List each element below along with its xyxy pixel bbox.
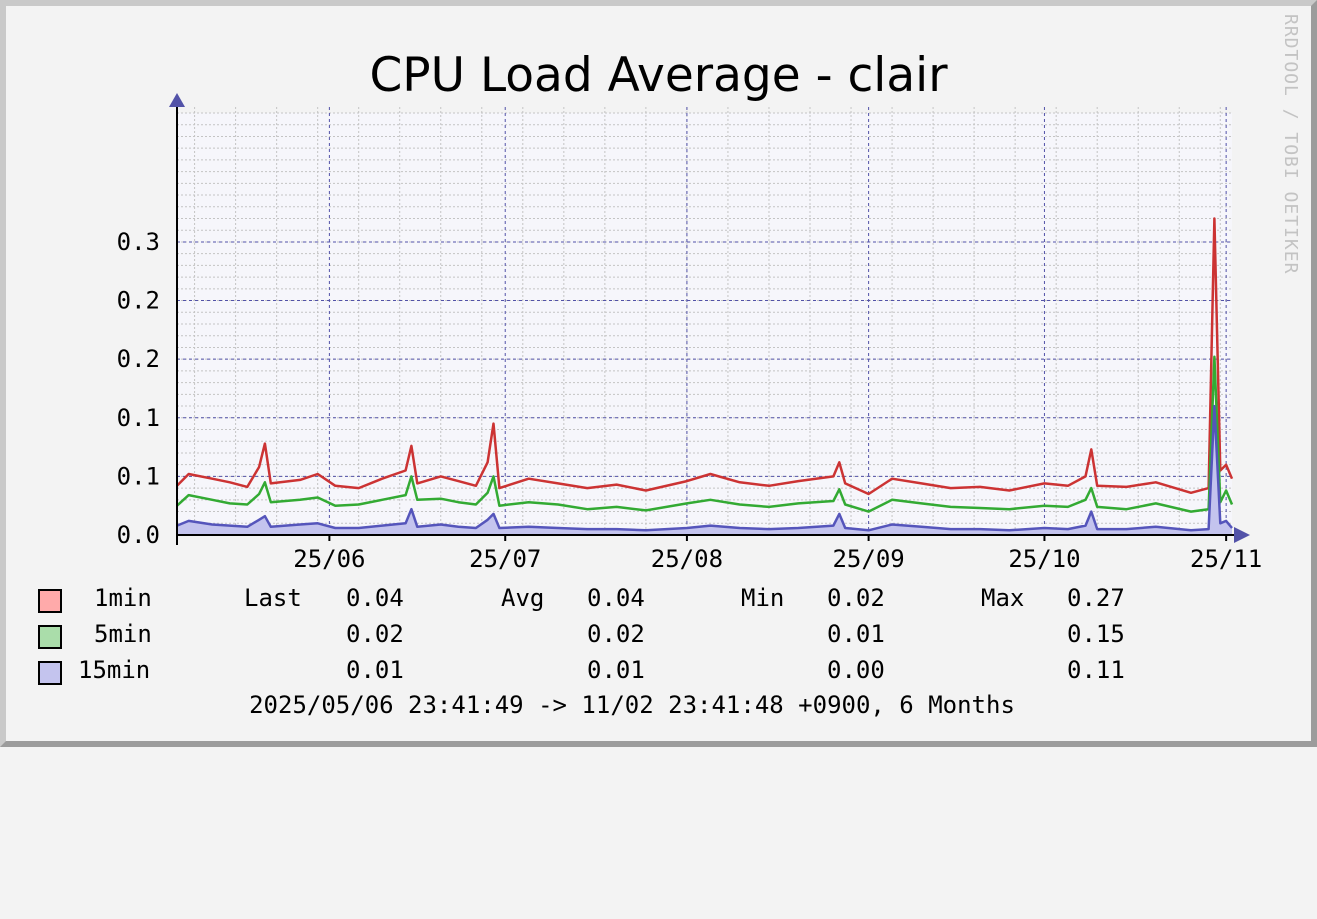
x-tick-label: 25/08: [651, 545, 723, 573]
time-range-footer: 2025/05/06 23:41:49 -> 11/02 23:41:48 +0…: [249, 691, 1015, 719]
y-tick-label: 0.3: [117, 228, 160, 256]
legend-value-avg: 0.01: [587, 656, 645, 684]
legend-value-min: 0.01: [827, 620, 885, 648]
legend-name: 5min: [94, 620, 152, 648]
legend-label-min: Min: [741, 584, 785, 612]
x-tick-label: 25/07: [469, 545, 541, 573]
y-tick-label: 0.2: [117, 287, 160, 315]
legend-value-last: 0.02: [346, 620, 404, 648]
legend-value-avg: 0.02: [587, 620, 645, 648]
legend-name: 15min: [78, 656, 151, 684]
legend-value-last: 0.01: [346, 656, 404, 684]
y-tick-label: 0.1: [117, 404, 160, 432]
chart-title: CPU Load Average - clair: [369, 48, 948, 103]
y-tick-label: 0.1: [117, 462, 160, 490]
x-tick-label: 25/11: [1190, 545, 1262, 573]
legend-label-max: Max: [981, 584, 1025, 612]
watermark: RRDTOOL / TOBI OETIKER: [1280, 14, 1301, 275]
legend-value-min: 0.02: [827, 584, 885, 612]
x-tick-label: 25/09: [832, 545, 904, 573]
legend-label-avg: Avg: [501, 584, 545, 612]
series-line-5min: [176, 355, 1234, 513]
y-tick-label: 0.2: [117, 345, 160, 373]
legend-swatch-15min: [38, 661, 62, 685]
legend-label-last: Last: [244, 584, 302, 612]
x-tick-label: 25/10: [1008, 545, 1080, 573]
chart-canvas: 0.0 0.1 0.1 0.2 0.2 0.3 25/06 25/07 25/08 25/09 25…: [117, 93, 1262, 573]
legend-name: 1min: [94, 584, 152, 612]
legend-value-max: 0.27: [1067, 584, 1125, 612]
y-tick-label: 0.0: [117, 521, 160, 549]
legend-value-max: 0.15: [1067, 620, 1125, 648]
legend-row-15min: 15min 0.01 0.01 0.00 0.11: [38, 655, 1125, 691]
series-line-15min: [176, 404, 1233, 532]
legend-swatch-1min: [38, 589, 62, 613]
legend-value-avg: 0.04: [587, 584, 645, 612]
x-axis-arrow-icon: [1234, 527, 1250, 543]
series-line-1min: [176, 217, 1234, 496]
legend-value-last: 0.04: [346, 584, 404, 612]
y-axis-arrow-icon: [169, 93, 185, 107]
legend-value-max: 0.11: [1067, 656, 1125, 684]
legend-row-5min: 5min 0.02 0.02 0.01 0.15: [38, 619, 1125, 655]
legend-row-1min: 1min Last 0.04 Avg 0.04 Min 0.02 Max 0.2…: [38, 583, 1125, 619]
legend-swatch-5min: [38, 625, 62, 649]
x-tick-label: 25/06: [293, 545, 365, 573]
legend-value-min: 0.00: [827, 656, 885, 684]
